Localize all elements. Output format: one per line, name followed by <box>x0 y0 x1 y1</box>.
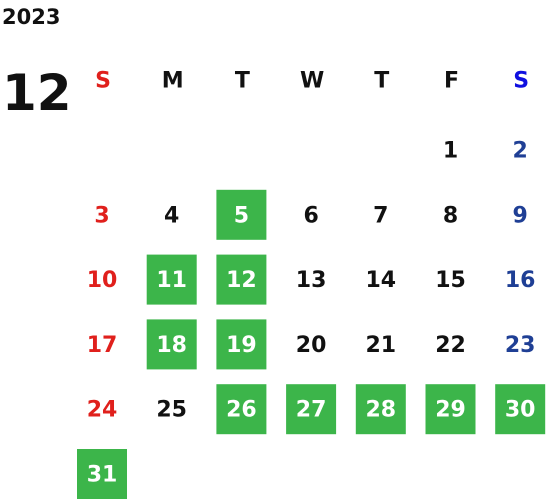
day-number: 18 <box>156 333 187 358</box>
day-number: 26 <box>226 398 257 423</box>
day-number: 2 <box>513 139 528 164</box>
day-number: 12 <box>226 268 257 293</box>
weekday-label: S <box>513 69 529 94</box>
day-highlight <box>77 449 127 499</box>
day-highlight <box>216 319 267 370</box>
day-number: 23 <box>505 333 536 358</box>
weekday-label: T <box>374 69 389 94</box>
weekday-label: T <box>235 69 250 94</box>
day-highlight <box>216 254 267 305</box>
day-number: 20 <box>296 333 327 358</box>
day-highlight <box>216 189 267 240</box>
day-number: 4 <box>164 203 179 228</box>
day-number: 16 <box>505 268 536 293</box>
day-highlight <box>495 384 546 435</box>
day-highlight <box>425 384 476 435</box>
day-number: 21 <box>365 333 396 358</box>
day-number: 30 <box>505 398 536 423</box>
day-number: 5 <box>234 203 249 228</box>
day-number: 10 <box>87 268 118 293</box>
day-number: 24 <box>87 398 118 423</box>
day-highlight <box>355 384 406 435</box>
weekday-label: S <box>95 69 111 94</box>
day-number: 9 <box>513 203 528 228</box>
day-number: 17 <box>87 333 118 358</box>
year: 2023 <box>2 5 60 29</box>
day-number: 22 <box>435 333 466 358</box>
day-number: 14 <box>365 268 396 293</box>
month: 12 <box>2 64 72 122</box>
day-highlight <box>216 384 267 435</box>
day-number: 1 <box>443 139 458 164</box>
day-highlight <box>146 254 197 305</box>
day-number: 19 <box>226 333 257 358</box>
day-highlight <box>146 319 197 370</box>
weekday-label: M <box>162 69 184 94</box>
day-number: 8 <box>443 203 458 228</box>
weekday-label: F <box>444 69 459 94</box>
day-number: 3 <box>94 203 109 228</box>
day-number: 7 <box>373 203 388 228</box>
day-number: 11 <box>156 268 187 293</box>
day-highlight <box>286 384 337 435</box>
weekday-label: W <box>300 69 324 94</box>
day-number: 28 <box>365 398 396 423</box>
day-number: 6 <box>303 203 318 228</box>
day-number: 27 <box>296 398 327 423</box>
day-number: 13 <box>296 268 327 293</box>
day-number: 25 <box>156 398 187 423</box>
day-number: 31 <box>87 463 118 488</box>
day-number: 15 <box>435 268 466 293</box>
day-number: 29 <box>435 398 466 423</box>
